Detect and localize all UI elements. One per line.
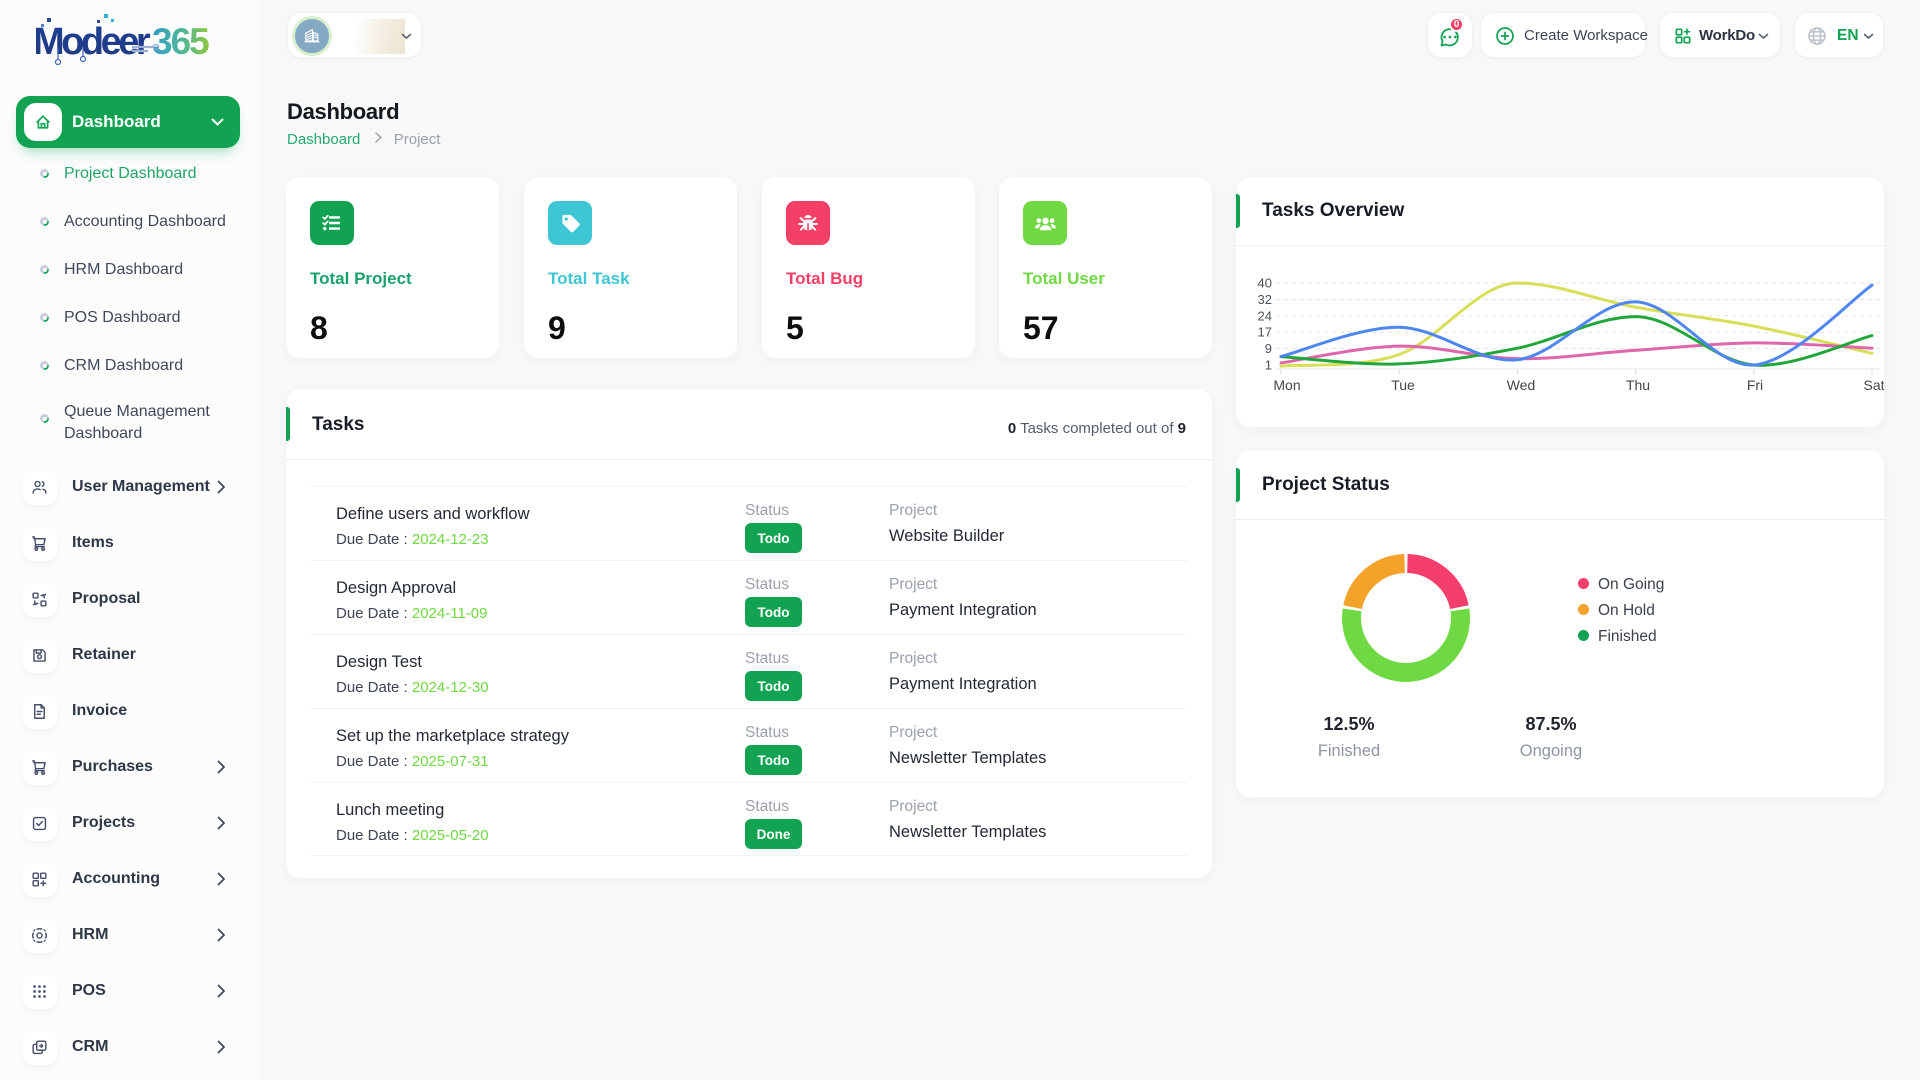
svg-text:Mon: Mon bbox=[1273, 377, 1300, 393]
svg-text:Sat: Sat bbox=[1863, 377, 1884, 393]
svg-text:Tue: Tue bbox=[1391, 377, 1415, 393]
svg-text:1: 1 bbox=[1265, 358, 1272, 373]
svg-text:Fri: Fri bbox=[1747, 377, 1763, 393]
svg-text:24: 24 bbox=[1258, 308, 1272, 323]
svg-text:Thu: Thu bbox=[1626, 377, 1650, 393]
svg-text:Wed: Wed bbox=[1507, 377, 1536, 393]
svg-text:9: 9 bbox=[1265, 341, 1272, 356]
svg-text:365: 365 bbox=[152, 21, 209, 62]
svg-text:Modeer: Modeer bbox=[36, 21, 151, 63]
svg-text:32: 32 bbox=[1258, 292, 1272, 307]
svg-text:40: 40 bbox=[1258, 276, 1272, 291]
svg-text:17: 17 bbox=[1258, 325, 1272, 340]
